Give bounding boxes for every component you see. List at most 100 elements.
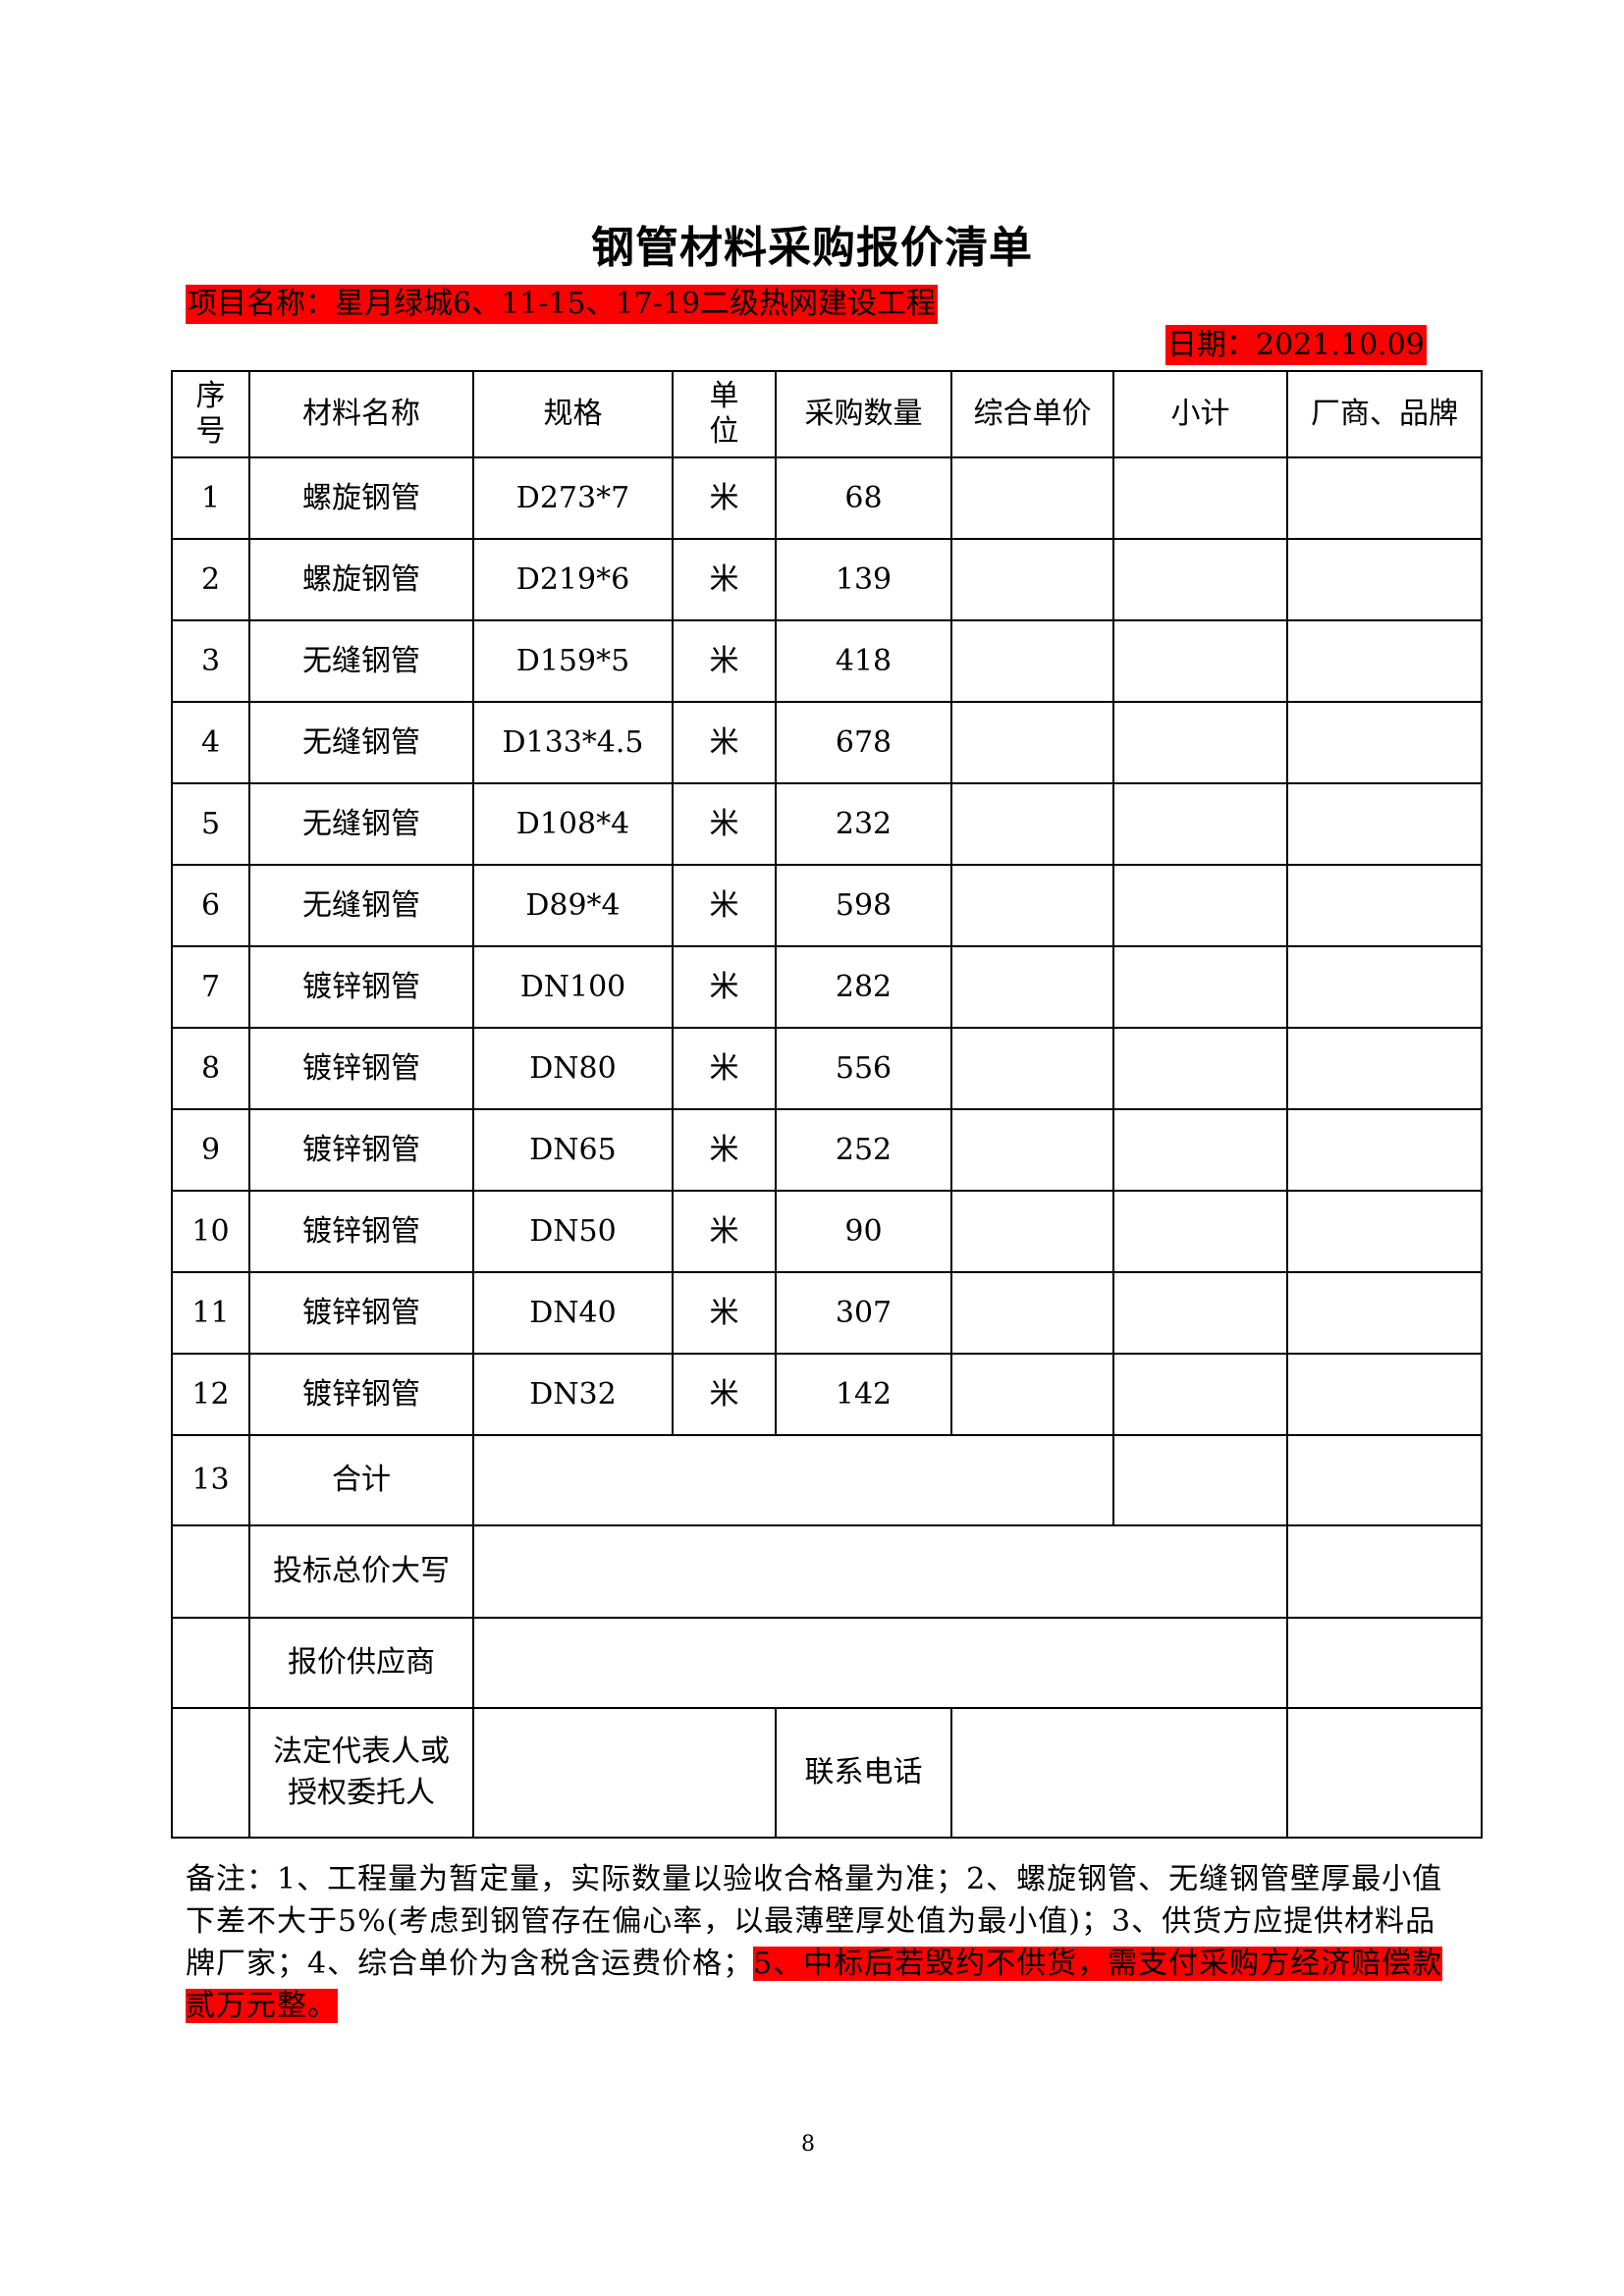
cell-name: 镀锌钢管 [248,1353,474,1436]
cell-subtotal[interactable] [1112,1027,1288,1110]
table-row: 7 镀锌钢管 DN100 米 282 [171,945,1483,1029]
cell-qty: 418 [775,619,952,703]
cell-brand[interactable] [1286,456,1483,540]
header-unit: 单位 [672,370,777,458]
header-row: 序号 材料名称 规格 单位 采购数量 综合单价 小计 厂商、品牌 [171,370,1483,458]
cell-unit-price[interactable] [950,538,1114,621]
document-title: 钢管材料采购报价清单 [591,223,1033,273]
bid-total-label: 投标总价大写 [248,1524,474,1619]
header-unit-price: 综合单价 [950,370,1114,458]
cell-unit-price[interactable] [950,701,1114,784]
cell-brand[interactable] [1286,1353,1483,1436]
cell-brand[interactable] [1286,1271,1483,1355]
cell-subtotal[interactable] [1112,1353,1288,1436]
cell-name: 无缝钢管 [248,782,474,866]
cell-spec: D273*7 [472,456,674,540]
cell-unit-price[interactable] [950,1108,1114,1192]
cell-subtotal[interactable] [1112,538,1288,621]
cell-no: 7 [171,945,250,1029]
cell-spec: D133*4.5 [472,701,674,784]
cell-unit-price[interactable] [950,1271,1114,1355]
rep-extra[interactable] [1286,1707,1483,1839]
cell-unit: 米 [672,1108,777,1192]
cell-unit: 米 [672,945,777,1029]
table-row: 6 无缝钢管 D89*4 米 598 [171,864,1483,947]
cell-subtotal[interactable] [1112,864,1288,947]
cell-qty: 282 [775,945,952,1029]
table-row: 11 镀锌钢管 DN40 米 307 [171,1271,1483,1355]
cell-unit: 米 [672,701,777,784]
cell-unit-price[interactable] [950,945,1114,1029]
cell-spec: D108*4 [472,782,674,866]
total-brand[interactable] [1286,1434,1483,1526]
cell-name: 镀锌钢管 [248,1190,474,1273]
cell-brand[interactable] [1286,701,1483,784]
header-subtotal: 小计 [1112,370,1288,458]
total-subtotal[interactable] [1112,1434,1288,1526]
cell-subtotal[interactable] [1112,619,1288,703]
cell-subtotal[interactable] [1112,945,1288,1029]
cell-subtotal[interactable] [1112,456,1288,540]
bid-total-extra[interactable] [1286,1524,1483,1619]
cell-brand[interactable] [1286,619,1483,703]
date: 日期：2021.10.09 [1165,325,1427,365]
cell-unit-price[interactable] [950,1027,1114,1110]
rep-value[interactable] [472,1707,777,1839]
cell-no: 12 [171,1353,250,1436]
cell-spec: D89*4 [472,864,674,947]
cell-spec: D159*5 [472,619,674,703]
cell-no: 1 [171,456,250,540]
table-row: 4 无缝钢管 D133*4.5 米 678 [171,701,1483,784]
cell-brand[interactable] [1286,1108,1483,1192]
cell-subtotal[interactable] [1112,1108,1288,1192]
cell-unit: 米 [672,1353,777,1436]
cell-unit: 米 [672,1027,777,1110]
cell-brand[interactable] [1286,1027,1483,1110]
total-blank[interactable] [472,1434,1114,1526]
quotation-table: 序号 材料名称 规格 单位 采购数量 综合单价 小计 厂商、品牌 1 螺旋钢管 D2… [171,370,1483,1839]
cell-spec: DN100 [472,945,674,1029]
page-number: 8 [801,2132,815,2157]
supplier-value[interactable] [472,1617,1288,1709]
cell-subtotal[interactable] [1112,1271,1288,1355]
cell-unit-price[interactable] [950,1353,1114,1436]
cell-spec: DN80 [472,1027,674,1110]
header-spec: 规格 [472,370,674,458]
table-row: 9 镀锌钢管 DN65 米 252 [171,1108,1483,1192]
cell-no: 6 [171,864,250,947]
cell-qty: 232 [775,782,952,866]
cell-brand[interactable] [1286,945,1483,1029]
cell-no: 9 [171,1108,250,1192]
cell-unit-price[interactable] [950,864,1114,947]
cell-unit-price[interactable] [950,619,1114,703]
cell-brand[interactable] [1286,864,1483,947]
cell-name: 镀锌钢管 [248,945,474,1029]
cell-brand[interactable] [1286,1190,1483,1273]
phone-value[interactable] [950,1707,1288,1839]
cell-brand[interactable] [1286,538,1483,621]
cell-subtotal[interactable] [1112,701,1288,784]
cell-no: 10 [171,1190,250,1273]
cell-qty: 556 [775,1027,952,1110]
cell-name: 无缝钢管 [248,619,474,703]
cell-qty: 142 [775,1353,952,1436]
cell-unit-price[interactable] [950,782,1114,866]
table-row: 12 镀锌钢管 DN32 米 142 [171,1353,1483,1436]
cell-qty: 307 [775,1271,952,1355]
header-no: 序号 [171,370,250,458]
supplier-label: 报价供应商 [248,1617,474,1709]
cell-unit-price[interactable] [950,1190,1114,1273]
notes: 备注：1、工程量为暂定量，实际数量以验收合格量为准；2、螺旋钢管、无缝钢管壁厚最… [186,1858,1462,2027]
cell-unit-price[interactable] [950,456,1114,540]
cell-subtotal[interactable] [1112,782,1288,866]
cell-subtotal[interactable] [1112,1190,1288,1273]
bid-total-value[interactable] [472,1524,1288,1619]
cell-spec: D219*6 [472,538,674,621]
notes-text: 备注：1、工程量为暂定量，实际数量以验收合格量为准；2、螺旋钢管、无缝钢管壁厚最… [186,1862,1443,1981]
header-name: 材料名称 [248,370,474,458]
supplier-extra[interactable] [1286,1617,1483,1709]
rep-label: 法定代表人或授权委托人 [248,1707,474,1839]
cell-brand[interactable] [1286,782,1483,866]
cell-qty: 678 [775,701,952,784]
total-no: 13 [171,1434,250,1526]
